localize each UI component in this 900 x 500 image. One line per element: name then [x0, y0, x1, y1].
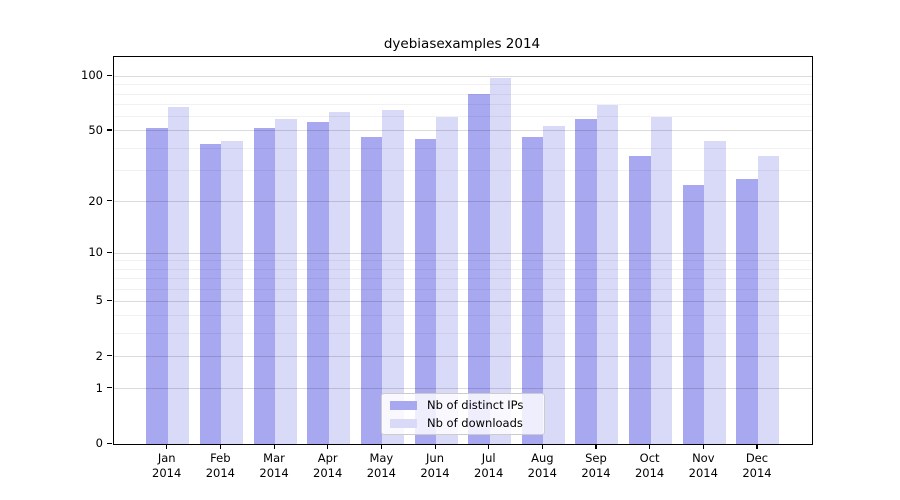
x-axis-tick-label: Jun 2014	[420, 451, 450, 480]
bar-jan-distinct-ips	[146, 127, 168, 444]
x-tick-mark	[166, 444, 168, 449]
grid-layer	[114, 57, 812, 444]
x-axis-tick-label: Mar 2014	[259, 451, 289, 480]
chart-title: dyebiasexamples 2014	[383, 36, 541, 52]
x-tick-mark	[273, 444, 275, 449]
legend-swatch-distinct-ips	[390, 400, 417, 410]
gridline-40	[114, 147, 812, 149]
gridline-1	[114, 388, 812, 390]
x-tick-mark	[756, 444, 758, 449]
y-tick-mark	[107, 355, 112, 357]
bar-nov-distinct-ips	[682, 184, 705, 444]
x-tick-mark	[595, 444, 597, 449]
gridline-2	[114, 356, 812, 357]
x-axis-tick-label: Jan 2014	[152, 451, 182, 480]
gridline-70	[114, 104, 812, 106]
legend-swatch-downloads	[390, 418, 417, 428]
bar-mar-downloads	[275, 119, 297, 444]
bar-apr-downloads	[328, 111, 351, 444]
legend: Nb of distinct IPs Nb of downloads	[381, 393, 545, 435]
x-tick-mark	[434, 444, 436, 449]
y-tick-mark	[107, 251, 112, 253]
gridline-4	[114, 315, 812, 317]
y-axis-tick-label: 0	[95, 436, 103, 450]
bar-jul-distinct-ips	[468, 94, 490, 444]
y-axis-tick-label: 2	[95, 348, 103, 363]
gridline-100	[114, 75, 812, 77]
bar-jun-downloads	[436, 116, 458, 444]
legend-label: Nb of distinct IPs	[427, 397, 524, 412]
x-axis-tick-label: Nov 2014	[688, 451, 718, 480]
x-axis-tick-label: May 2014	[366, 451, 396, 480]
gridline-50	[114, 130, 812, 132]
gridline-60	[114, 116, 812, 118]
plot-area	[113, 56, 813, 445]
gridline-9	[114, 260, 812, 262]
x-axis-tick-label: Jul 2014	[474, 451, 504, 480]
bar-aug-distinct-ips	[521, 137, 544, 444]
x-axis-tick-label: Oct 2014	[634, 451, 665, 480]
bars-layer	[114, 57, 812, 444]
y-tick-mark	[107, 299, 112, 301]
y-tick-mark	[107, 442, 112, 444]
gridline-10	[114, 252, 812, 254]
bar-sep-distinct-ips	[575, 119, 597, 444]
x-axis-tick-label: Dec 2014	[742, 451, 772, 480]
x-tick-mark	[380, 444, 383, 449]
x-axis-tick-label: Aug 2014	[527, 451, 557, 480]
bar-mar-distinct-ips	[253, 127, 276, 444]
y-axis-tick-label: 5	[95, 293, 103, 308]
legend-label: Nb of downloads	[427, 415, 523, 430]
x-axis-tick-label: Apr 2014	[313, 451, 343, 480]
x-axis-tick-label: Sep 2014	[581, 451, 611, 480]
gridline-20	[114, 201, 812, 203]
y-axis-tick-label: 50	[88, 122, 103, 137]
bar-aug-downloads	[543, 126, 565, 444]
gridline-30	[114, 170, 812, 172]
x-tick-mark	[702, 444, 704, 449]
x-tick-mark	[327, 444, 329, 449]
x-tick-mark	[541, 444, 543, 449]
y-tick-mark	[107, 129, 112, 131]
x-tick-mark	[649, 444, 651, 449]
legend-item: Nb of downloads	[390, 416, 536, 431]
gridline-6	[114, 288, 812, 290]
x-tick-mark	[488, 444, 490, 449]
bar-feb-distinct-ips	[199, 144, 222, 444]
x-tick-mark	[219, 444, 222, 449]
bar-dec-downloads	[757, 156, 780, 444]
y-tick-mark	[107, 200, 112, 202]
x-axis-tick-label: Feb 2014	[205, 451, 235, 480]
bar-oct-downloads	[650, 116, 673, 444]
gridline-3	[114, 333, 812, 335]
gridline-7	[114, 277, 812, 279]
bar-jul-downloads	[489, 78, 512, 444]
legend-item: Nb of distinct IPs	[390, 398, 536, 413]
bar-jan-downloads	[167, 106, 190, 444]
bar-apr-distinct-ips	[307, 122, 329, 444]
bar-may-distinct-ips	[360, 137, 383, 444]
y-tick-mark	[107, 74, 112, 77]
y-axis-tick-label: 1	[95, 380, 103, 395]
bar-nov-downloads	[704, 140, 726, 444]
gridline-5	[114, 300, 812, 302]
bar-may-downloads	[382, 110, 404, 444]
gridline-80	[114, 93, 812, 95]
bar-jun-distinct-ips	[414, 139, 436, 444]
y-axis-tick-label: 20	[88, 193, 103, 208]
gridline-90	[114, 84, 812, 86]
y-tick-mark	[107, 387, 112, 389]
bar-sep-downloads	[596, 104, 619, 444]
bar-dec-distinct-ips	[736, 178, 758, 444]
bar-oct-distinct-ips	[629, 156, 651, 444]
y-axis-tick-label: 100	[81, 68, 103, 83]
y-axis-tick-label: 10	[88, 245, 103, 260]
gridline-8	[114, 268, 812, 270]
bar-feb-downloads	[221, 140, 243, 444]
